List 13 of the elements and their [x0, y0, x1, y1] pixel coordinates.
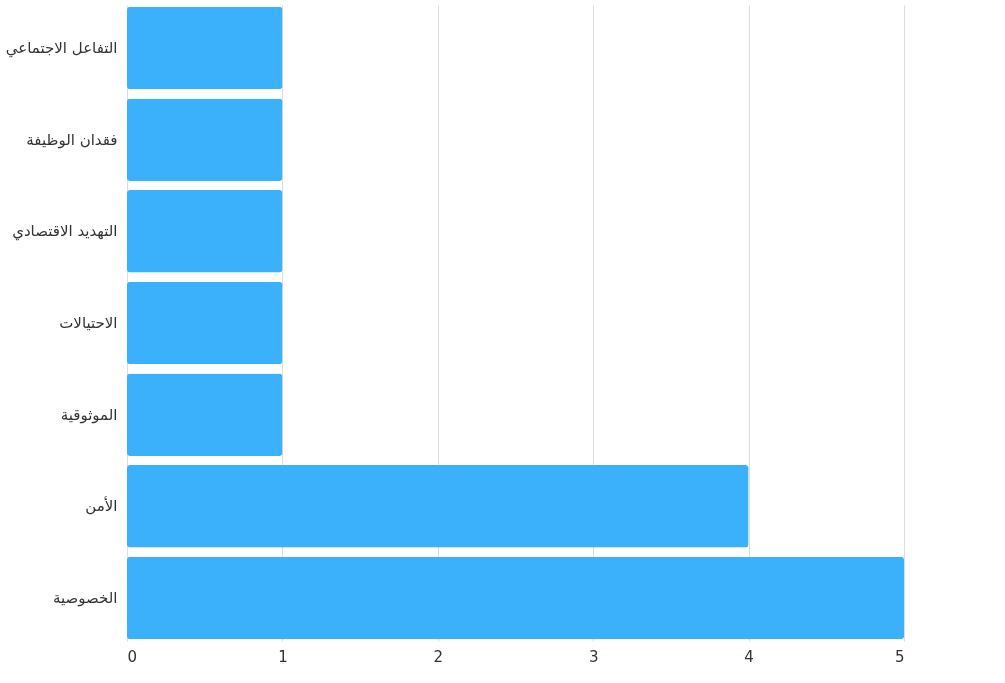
- y-tick-label: الاحتيالات: [59, 314, 118, 332]
- x-tick-label: 1: [278, 647, 288, 666]
- x-tick-label: 5: [894, 647, 905, 666]
- x-tick-label: 0: [127, 647, 138, 666]
- x-tick-label: 4: [744, 647, 754, 666]
- y-tick-label: الموثوقية: [60, 405, 118, 424]
- y-tick-label: التفاعل الاجتماعي: [5, 39, 118, 59]
- x-tick-label: 2: [433, 647, 444, 666]
- y-tick-label: الأمن: [85, 496, 118, 516]
- y-tick-label: التهديد الاقتصادي: [12, 222, 118, 242]
- y-tick-label: فقدان الوظيفة: [26, 130, 118, 149]
- y-tick-label: الخصوصية: [53, 588, 118, 607]
- x-tick-label: 3: [588, 647, 599, 666]
